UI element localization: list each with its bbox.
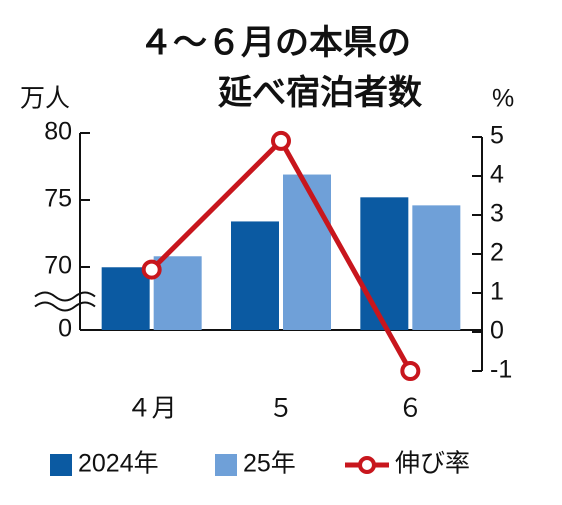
y2-tick-label: 1 [490, 278, 504, 306]
bar [412, 205, 461, 330]
legend-swatch [215, 454, 237, 476]
line-marker [141, 259, 162, 280]
axis-break [34, 291, 96, 302]
y-tick-label: 80 [44, 118, 72, 146]
y2-tick-label: -1 [490, 356, 512, 384]
y-tick-label: 75 [44, 185, 72, 213]
legend-label: 2024年 [78, 450, 159, 478]
axis-break [34, 301, 96, 312]
bar [283, 174, 331, 330]
legend-marker [358, 456, 376, 474]
y2-tick-label: 5 [490, 122, 504, 150]
bar [153, 256, 202, 330]
legend-label: 伸び率 [395, 450, 470, 478]
y2-tick-label: 2 [490, 239, 504, 267]
x-tick-label: ４月 [127, 395, 177, 423]
bar [101, 267, 150, 330]
y2-tick-label: 4 [490, 161, 504, 189]
legend-label: 25年 [243, 450, 296, 478]
bar [360, 197, 409, 330]
x-tick-label: ６ [398, 395, 423, 423]
line-marker [400, 361, 421, 381]
y2-axis-label: % [492, 85, 514, 113]
y-axis-label: 万人 [20, 85, 70, 113]
y-tick-label: 70 [44, 252, 72, 280]
y-tick-label: 0 [58, 315, 72, 343]
bar [231, 221, 279, 330]
y2-tick-label: 0 [490, 317, 504, 345]
chart-title: 延べ宿泊者数 [218, 74, 422, 112]
legend-swatch [50, 454, 72, 476]
y2-tick-label: 3 [490, 200, 504, 228]
chart-title: ４～６月の本県の [139, 24, 411, 62]
x-tick-label: ５ [268, 395, 293, 423]
line-marker [271, 130, 291, 151]
